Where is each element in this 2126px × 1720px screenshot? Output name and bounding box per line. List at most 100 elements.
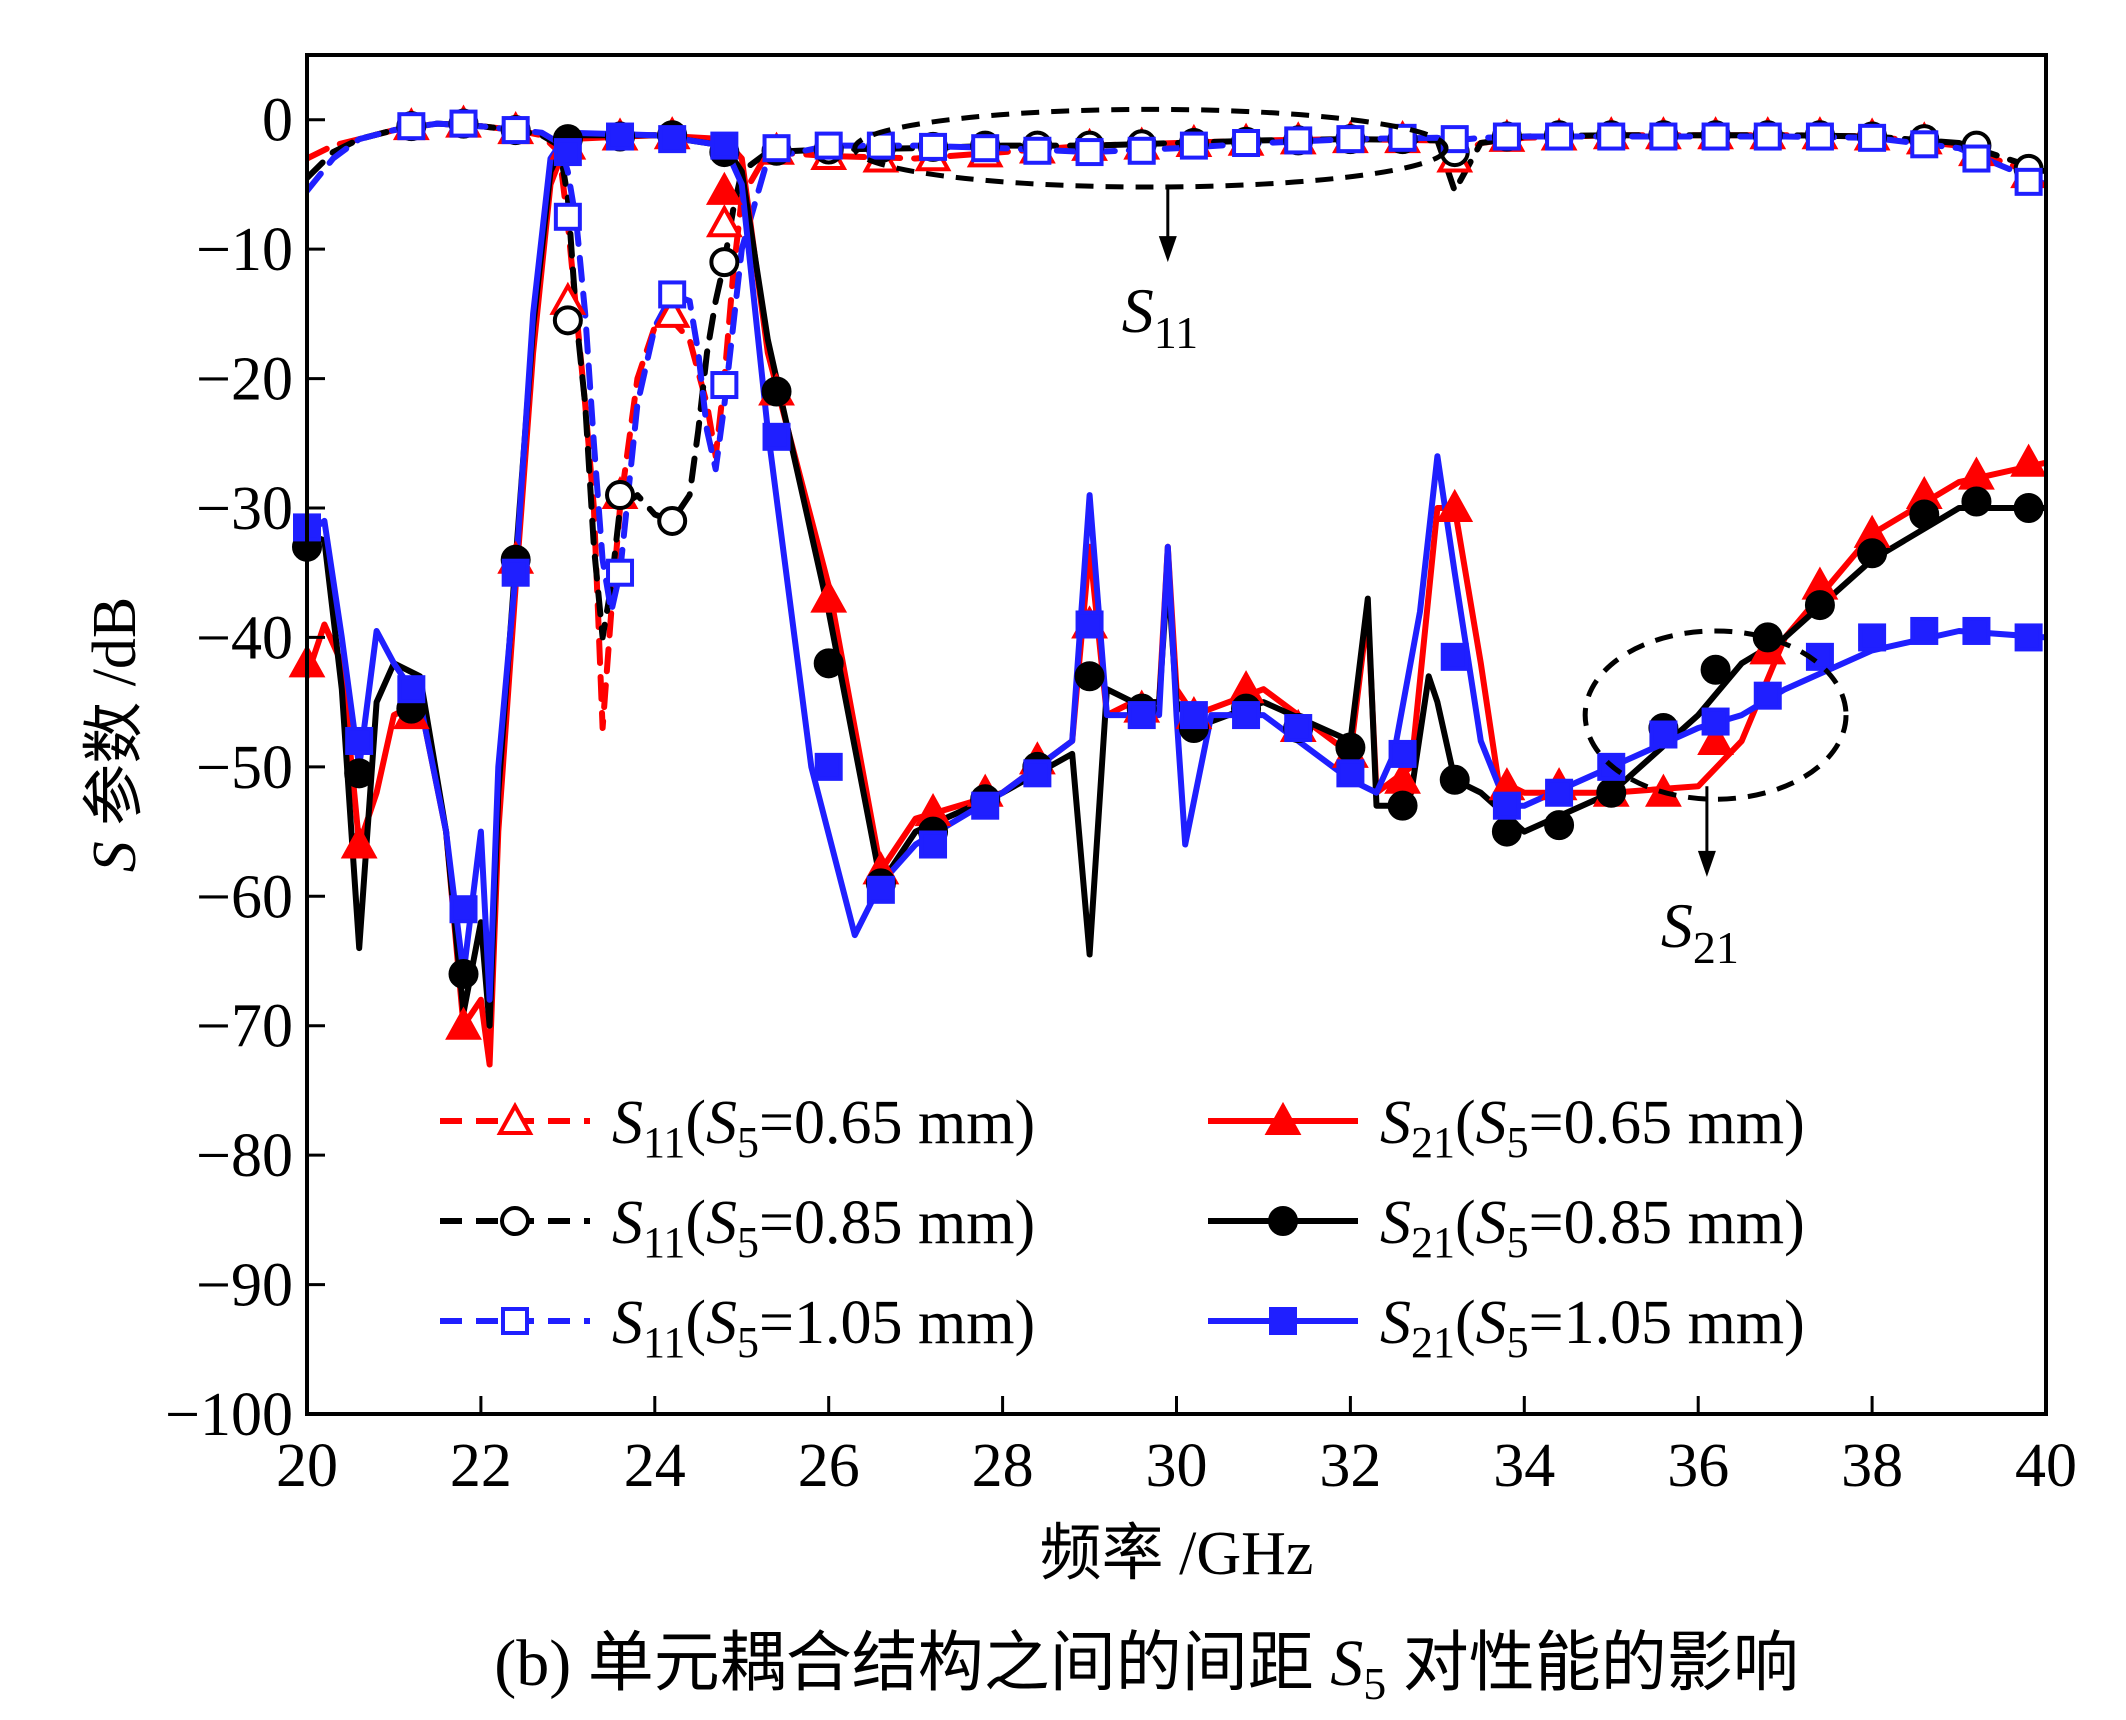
series-2-point — [1805, 122, 1834, 151]
legend-swatch-marker — [1264, 1101, 1302, 1135]
series-3-point — [1697, 721, 1734, 755]
series-5-point — [1962, 616, 1991, 645]
legend-label: S21(S5=1.05 mm) — [1380, 1289, 1805, 1367]
series-5-point — [1075, 610, 1104, 639]
series-5-point — [397, 675, 426, 704]
y-tick-label: −100 — [165, 1381, 293, 1449]
series-2-point — [971, 134, 1000, 163]
series-5-point — [1232, 701, 1261, 730]
series-5-point — [1649, 720, 1678, 749]
series-2-point — [710, 371, 739, 400]
series-2-point — [1075, 138, 1104, 167]
y-axis-title-rest: 参数 /dB — [81, 597, 149, 842]
y-tick-label: −90 — [196, 1252, 293, 1320]
series-2-point — [919, 132, 948, 161]
series-4-point — [1596, 777, 1627, 808]
series-2-point — [606, 558, 635, 587]
series-5-point — [1179, 701, 1208, 730]
series-4-point — [1752, 622, 1783, 653]
series-1-point — [657, 505, 688, 536]
series-2-point — [1336, 125, 1365, 154]
series-0-point — [705, 204, 743, 238]
series-line-2 — [307, 120, 2046, 615]
series-2-point — [1179, 131, 1208, 160]
y-tick-label: −50 — [196, 734, 293, 802]
series-2-point — [866, 131, 895, 160]
series-4-point — [1700, 654, 1731, 685]
series-2-point — [1858, 123, 1887, 152]
series-5-point — [606, 122, 635, 151]
series-5-point — [1127, 701, 1156, 730]
x-tick-label: 24 — [624, 1432, 686, 1500]
series-2-point — [1649, 122, 1678, 151]
series-5-point — [553, 138, 582, 167]
series-2-point — [658, 280, 687, 309]
x-tick-label: 34 — [1493, 1432, 1555, 1500]
series-5-point — [710, 131, 739, 160]
annotation-ellipse — [852, 106, 1449, 190]
series-2-point — [449, 109, 478, 138]
y-tick-label: −40 — [196, 604, 293, 672]
figure-caption: (b) 单元耦合结构之间的间距 S5 对性能的影响 — [494, 1627, 1798, 1709]
x-tick-label: 28 — [972, 1432, 1034, 1500]
series-1-point — [552, 305, 583, 336]
series-5-point — [1753, 681, 1782, 710]
x-tick-label: 32 — [1319, 1432, 1381, 1500]
legend-item-5: S21(S5=1.05 mm) — [1208, 1289, 1805, 1367]
series-5-point — [449, 895, 478, 924]
series-5-point — [1492, 791, 1521, 820]
series-2-point — [762, 134, 791, 163]
series-2-point — [1127, 136, 1156, 165]
legend-item-4: S21(S5=0.85 mm) — [1208, 1189, 1805, 1267]
series-2-point — [1023, 136, 1052, 165]
series-5-point — [866, 875, 895, 904]
y-tick-label: −60 — [196, 863, 293, 931]
series-4-point — [344, 758, 375, 789]
series-5-point — [1701, 707, 1730, 736]
series-2-point — [1962, 144, 1991, 173]
annotation-label: S11 — [1122, 275, 1198, 358]
series-3-point — [340, 825, 378, 859]
series-5-point — [658, 125, 687, 154]
legend-label: S11(S5=1.05 mm) — [612, 1289, 1035, 1367]
legend-label: S11(S5=0.85 mm) — [612, 1189, 1035, 1267]
legend-swatch-marker — [501, 1307, 529, 1335]
series-3-point — [810, 579, 848, 613]
legend-label: S21(S5=0.65 mm) — [1380, 1089, 1805, 1167]
annotation-label: S21 — [1661, 890, 1739, 973]
series-1-point — [605, 480, 636, 511]
legend: S11(S5=0.65 mm) S21(S5=0.65 mm) S11(S5=0.8… — [440, 1089, 1805, 1367]
x-tick-label: 22 — [450, 1432, 512, 1500]
series-4-point — [1335, 732, 1366, 763]
x-axis-title: 频率 /GHz — [1040, 1520, 1314, 1588]
series-2-point — [553, 202, 582, 231]
series-4-point — [1439, 764, 1470, 795]
series-2-point — [1284, 126, 1313, 155]
legend-swatch-marker — [1268, 1206, 1298, 1236]
y-tick-label: −30 — [196, 475, 293, 543]
series-3-point — [445, 1006, 482, 1040]
y-tick-label: −80 — [196, 1122, 293, 1190]
annotation-ellipse — [1582, 628, 1849, 802]
series-5-point — [919, 830, 948, 859]
series-2-point — [1492, 122, 1521, 151]
annotation-arrowhead — [1697, 850, 1716, 877]
series-4-point — [813, 648, 844, 679]
series-5-point — [1284, 714, 1313, 743]
series-1-point — [709, 247, 740, 278]
series-5-point — [2014, 623, 2043, 652]
marker-layer — [288, 104, 2048, 1040]
annotation-arrowhead — [1158, 236, 1177, 263]
series-5-point — [345, 726, 374, 755]
series-2-point — [1701, 122, 1730, 151]
y-axis-title-var: S — [81, 841, 149, 872]
legend-item-2: S11(S5=1.05 mm) — [440, 1289, 1035, 1367]
legend-item-0: S11(S5=0.65 mm) — [440, 1089, 1035, 1167]
x-tick-label: 40 — [2015, 1432, 2077, 1500]
x-tick-label: 30 — [1146, 1432, 1208, 1500]
legend-item-3: S21(S5=0.65 mm) — [1208, 1089, 1805, 1167]
y-tick-label: −70 — [196, 993, 293, 1061]
series-4-point — [761, 376, 792, 407]
series-5-point — [1388, 739, 1417, 768]
